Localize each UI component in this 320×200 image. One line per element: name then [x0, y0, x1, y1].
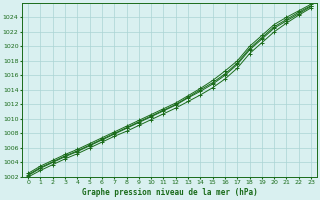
- X-axis label: Graphe pression niveau de la mer (hPa): Graphe pression niveau de la mer (hPa): [82, 188, 258, 197]
